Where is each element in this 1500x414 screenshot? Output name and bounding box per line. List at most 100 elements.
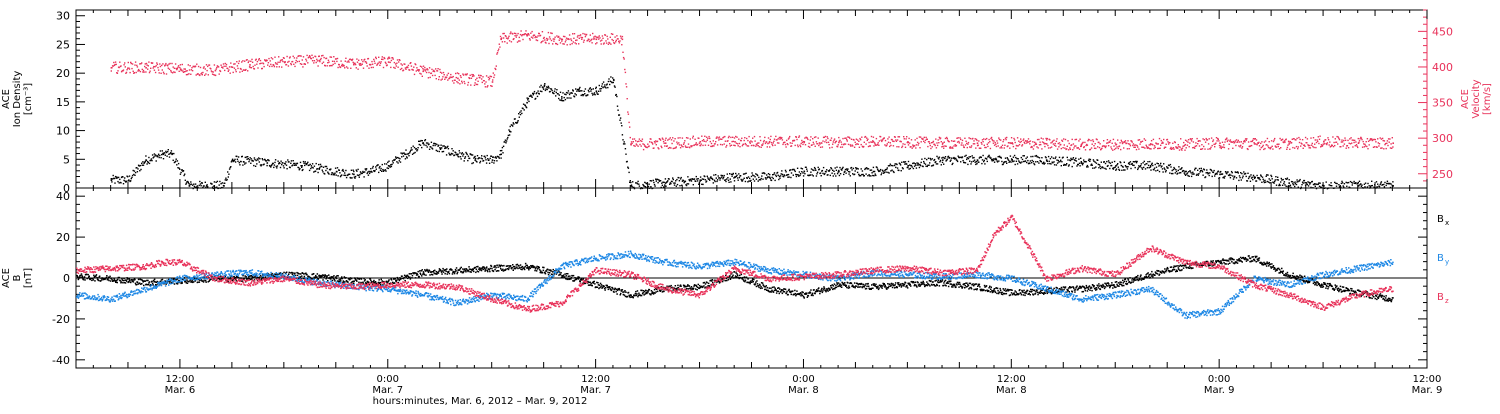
velocity-point [595,43,596,44]
velocity-point [168,64,169,65]
density-point [730,181,731,182]
density-point [167,151,168,152]
density-data-point [353,174,355,176]
velocity-point [113,65,114,66]
velocity-point [225,66,226,67]
velocity-point [1232,148,1233,149]
velocity-tick-label: 400 [1432,61,1453,74]
velocity-point [350,59,351,60]
velocity-point [1347,140,1348,141]
velocity-point [561,40,562,41]
velocity-point [1299,142,1300,143]
velocity-point [1220,145,1221,146]
density-data-point [1288,182,1290,184]
density-point [202,182,203,183]
density-point [1359,181,1360,182]
velocity-point [1153,148,1154,149]
velocity-point [908,138,909,139]
velocity-point [1201,144,1202,145]
velocity-point [954,140,955,141]
velocity-point [834,138,835,139]
density-point [1086,166,1087,167]
density-point [1336,183,1337,184]
density-point [683,180,684,181]
density-tick-label: 20 [56,67,70,80]
density-point [1007,157,1008,158]
density-point [1206,172,1207,173]
velocity-point [1265,140,1266,141]
velocity-point [1309,147,1310,148]
density-point [382,169,383,170]
velocity-point [480,75,481,76]
velocity-point [838,144,839,145]
density-point [357,174,358,175]
velocity-point [1084,142,1085,143]
density-point [411,147,412,148]
velocity-point [334,61,335,62]
velocity-data-point [942,142,944,144]
velocity-point [1067,146,1068,147]
velocity-point [1349,143,1350,144]
velocity-point [329,65,330,66]
density-point [820,172,821,173]
density-point [1101,162,1102,163]
velocity-point [885,140,886,141]
velocity-point [676,146,677,147]
density-point [958,156,959,157]
density-point [862,174,863,175]
density-point [599,85,600,86]
velocity-point [1073,143,1074,144]
density-point [1392,181,1393,182]
density-point [1148,165,1149,166]
velocity-point [146,64,147,65]
velocity-point [678,142,679,143]
velocity-point [227,68,228,69]
velocity-point [542,31,543,32]
velocity-point [477,84,478,85]
density-point [310,164,311,165]
velocity-point [744,140,745,141]
density-point [616,96,617,97]
density-point [587,94,588,95]
bx-point [327,280,329,282]
density-point [1191,176,1192,177]
density-point [644,182,645,183]
velocity-point [730,137,731,138]
velocity-point [552,43,553,44]
velocity-point [515,33,516,34]
velocity-point [1043,142,1044,143]
velocity-point [474,85,475,86]
velocity-point [1020,138,1021,139]
velocity-point [847,136,848,137]
density-point [430,146,431,147]
velocity-point [1341,141,1342,142]
velocity-point [1277,144,1278,145]
density-point [1012,161,1013,162]
velocity-point [630,137,631,138]
velocity-point [1105,147,1106,148]
density-point [311,167,312,168]
velocity-point [143,70,144,71]
density-point [765,178,766,179]
velocity-point [1219,145,1220,146]
density-point [754,180,755,181]
velocity-point [773,141,774,142]
density-point [1256,175,1257,176]
velocity-point [856,139,857,140]
density-point [1242,177,1243,178]
velocity-data-point [1046,143,1048,145]
density-point [363,172,364,173]
density-point [1336,186,1337,187]
velocity-point [799,145,800,146]
velocity-point [1167,141,1168,142]
velocity-point [205,68,206,69]
density-point [787,174,788,175]
velocity-data-point [769,141,771,143]
velocity-point [1236,139,1237,140]
velocity-point [218,66,219,67]
density-point [1289,179,1290,180]
density-point [1052,162,1053,163]
density-point [975,164,976,165]
bx-point [340,280,342,282]
